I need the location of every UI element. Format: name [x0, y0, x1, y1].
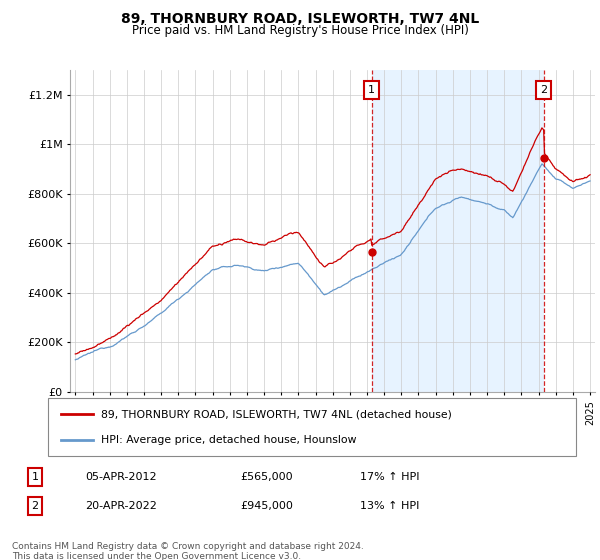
Text: 1: 1 — [32, 472, 38, 482]
Text: 89, THORNBURY ROAD, ISLEWORTH, TW7 4NL (detached house): 89, THORNBURY ROAD, ISLEWORTH, TW7 4NL (… — [101, 409, 452, 419]
Text: Contains HM Land Registry data © Crown copyright and database right 2024.
This d: Contains HM Land Registry data © Crown c… — [12, 542, 364, 560]
Text: 20-APR-2022: 20-APR-2022 — [85, 501, 157, 511]
Text: £565,000: £565,000 — [240, 472, 293, 482]
Text: 05-APR-2012: 05-APR-2012 — [85, 472, 157, 482]
FancyBboxPatch shape — [48, 398, 576, 456]
Text: 17% ↑ HPI: 17% ↑ HPI — [360, 472, 419, 482]
Bar — [371, 70, 544, 392]
Text: 89, THORNBURY ROAD, ISLEWORTH, TW7 4NL: 89, THORNBURY ROAD, ISLEWORTH, TW7 4NL — [121, 12, 479, 26]
Text: £945,000: £945,000 — [240, 501, 293, 511]
Text: 2: 2 — [540, 85, 547, 95]
Text: HPI: Average price, detached house, Hounslow: HPI: Average price, detached house, Houn… — [101, 435, 356, 445]
Text: 1: 1 — [368, 85, 375, 95]
Text: 2: 2 — [31, 501, 38, 511]
Text: Price paid vs. HM Land Registry's House Price Index (HPI): Price paid vs. HM Land Registry's House … — [131, 24, 469, 36]
Text: 13% ↑ HPI: 13% ↑ HPI — [360, 501, 419, 511]
